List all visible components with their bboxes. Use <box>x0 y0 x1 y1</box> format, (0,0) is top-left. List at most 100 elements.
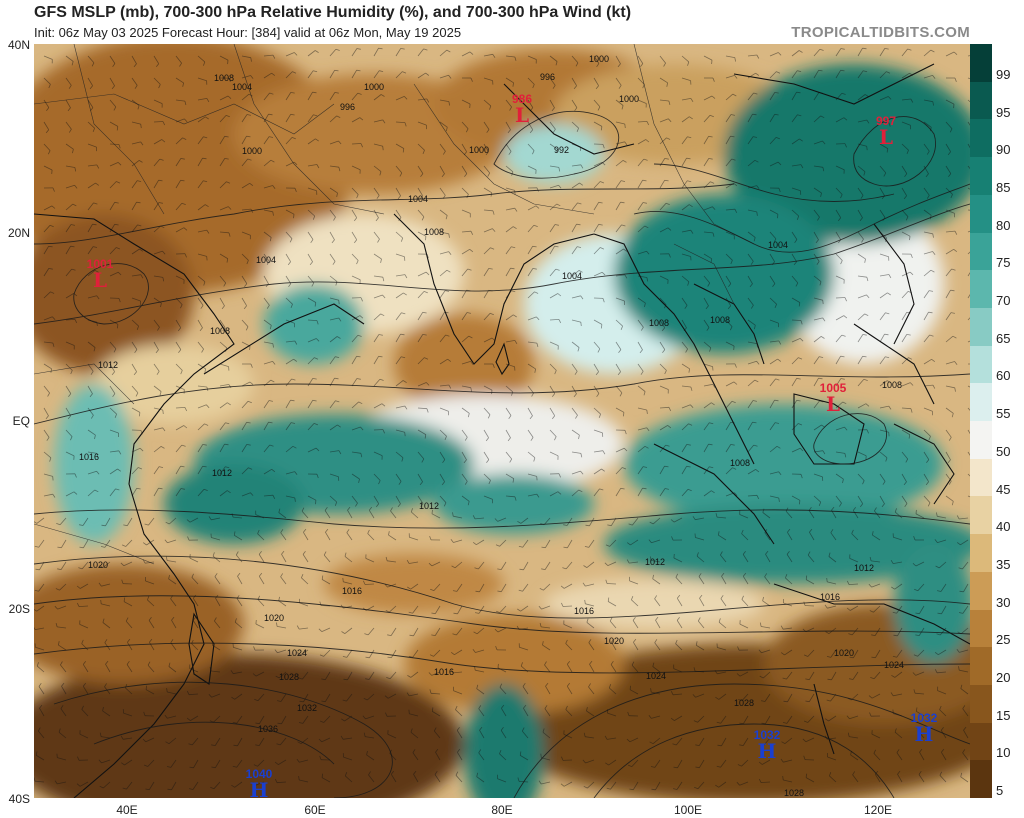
wind-barb <box>681 423 689 431</box>
wind-barb-flag <box>248 467 253 470</box>
wind-barb <box>835 297 846 299</box>
wind-barb <box>791 338 801 343</box>
wind-barb-flag <box>123 524 128 527</box>
wind-barb-flag <box>696 552 699 557</box>
wind-barb <box>417 187 423 196</box>
wind-barb <box>433 649 441 657</box>
wind-barb <box>439 251 449 255</box>
wind-barb-flag <box>203 281 206 286</box>
wind-barb-flag <box>907 48 912 51</box>
wind-barb-flag <box>523 704 527 709</box>
wind-barb <box>857 119 867 123</box>
weather-map[interactable]: 1008 1004 1000 996 1000 996 992 1000 100… <box>0 34 1014 818</box>
wind-barb-flag <box>756 185 760 190</box>
pressure-center-low[interactable]: 986 L <box>502 92 542 125</box>
wind-barb-flag <box>205 116 209 120</box>
wind-barb <box>171 781 177 790</box>
wind-barb <box>104 539 111 548</box>
wind-barb-flag <box>693 667 696 672</box>
wind-barb <box>109 202 116 211</box>
pressure-center-low[interactable]: 997 L <box>866 114 906 147</box>
wind-barb-flag <box>574 371 578 375</box>
wind-barb-flag <box>844 453 847 458</box>
wind-barb <box>703 136 709 145</box>
wind-barb <box>60 708 67 717</box>
wind-barb <box>103 781 111 789</box>
wind-barb-flag <box>800 474 803 479</box>
wind-barb <box>478 605 485 614</box>
wind-barb-flag <box>490 192 493 197</box>
wind-barb-flag <box>819 400 824 403</box>
wind-barb-flag <box>750 304 754 309</box>
wind-barb-flag <box>890 559 894 564</box>
wind-barb <box>197 55 206 63</box>
wind-barb <box>65 245 71 255</box>
borders <box>33 43 755 565</box>
wind-barb <box>720 759 727 768</box>
wind-barb-flag <box>99 565 104 568</box>
wind-barb-flag <box>780 758 784 763</box>
wind-barb <box>413 627 419 636</box>
wind-barb <box>659 158 666 167</box>
wind-barb <box>857 378 865 387</box>
wind-barb-flag <box>189 766 194 769</box>
wind-barb-flag <box>397 503 401 508</box>
wind-barb <box>835 334 843 343</box>
pressure-center-high[interactable]: 1040 H <box>237 767 281 800</box>
wind-barb <box>192 781 199 790</box>
wind-barb <box>505 165 514 173</box>
wind-barb-flag <box>252 673 257 677</box>
wind-barb-flag <box>705 305 709 310</box>
wind-barb <box>545 686 551 695</box>
wind-barb-flag <box>627 711 630 716</box>
wind-barb-flag <box>962 705 966 709</box>
wind-barb-flag <box>272 185 276 189</box>
wind-barb-flag <box>299 700 304 703</box>
wind-barb <box>175 118 185 123</box>
pressure-center-high[interactable]: 1032 H <box>902 711 946 744</box>
wind-barb <box>703 181 711 189</box>
wind-barb-flag <box>844 143 847 148</box>
wind-barb-flag <box>469 51 474 55</box>
wind-barb-flag <box>580 453 583 458</box>
wind-barb <box>549 429 557 437</box>
wind-barb <box>351 426 361 431</box>
wind-barb-flag <box>760 743 765 746</box>
wind-barb-flag <box>82 682 87 687</box>
wind-barb <box>676 781 683 790</box>
wind-barb-flag <box>142 542 147 546</box>
wind-barb <box>571 489 579 497</box>
wind-barb <box>725 114 732 123</box>
brand-watermark: TROPICALTIDBITS.COM <box>791 24 970 41</box>
wind-barb-flag <box>180 465 185 468</box>
wind-barb <box>153 297 162 304</box>
wind-barb-flag <box>457 748 461 753</box>
wind-barb-flag <box>274 761 279 765</box>
wind-barb-flag <box>530 107 534 112</box>
wind-barb <box>190 715 199 721</box>
wind-barb <box>219 422 226 431</box>
wind-barb-flag <box>712 384 716 388</box>
wind-barb-flag <box>448 384 452 389</box>
pressure-center-low[interactable]: 1001 L <box>78 257 122 290</box>
pressure-center-high[interactable]: 1032 H <box>745 728 789 761</box>
wind-barb <box>783 779 793 783</box>
wind-barb-flag <box>170 595 174 600</box>
wind-barb <box>395 274 405 277</box>
wind-barb-flag <box>356 48 361 50</box>
wind-barb <box>765 715 771 725</box>
pressure-center-low[interactable]: 1005 L <box>811 381 855 414</box>
wind-barb <box>697 715 705 723</box>
wind-barb <box>747 275 753 284</box>
wind-barb <box>681 77 691 81</box>
wind-barb <box>879 292 888 299</box>
wind-barb <box>131 319 139 327</box>
wind-barb-flag <box>45 415 49 420</box>
wind-barb <box>571 363 578 372</box>
wind-barb-flag <box>318 738 323 743</box>
wind-barb <box>59 517 67 526</box>
wind-barb-flag <box>840 355 845 358</box>
wind-barb-flag <box>894 508 897 513</box>
wind-barb <box>497 517 507 522</box>
wind-barb <box>65 363 73 371</box>
